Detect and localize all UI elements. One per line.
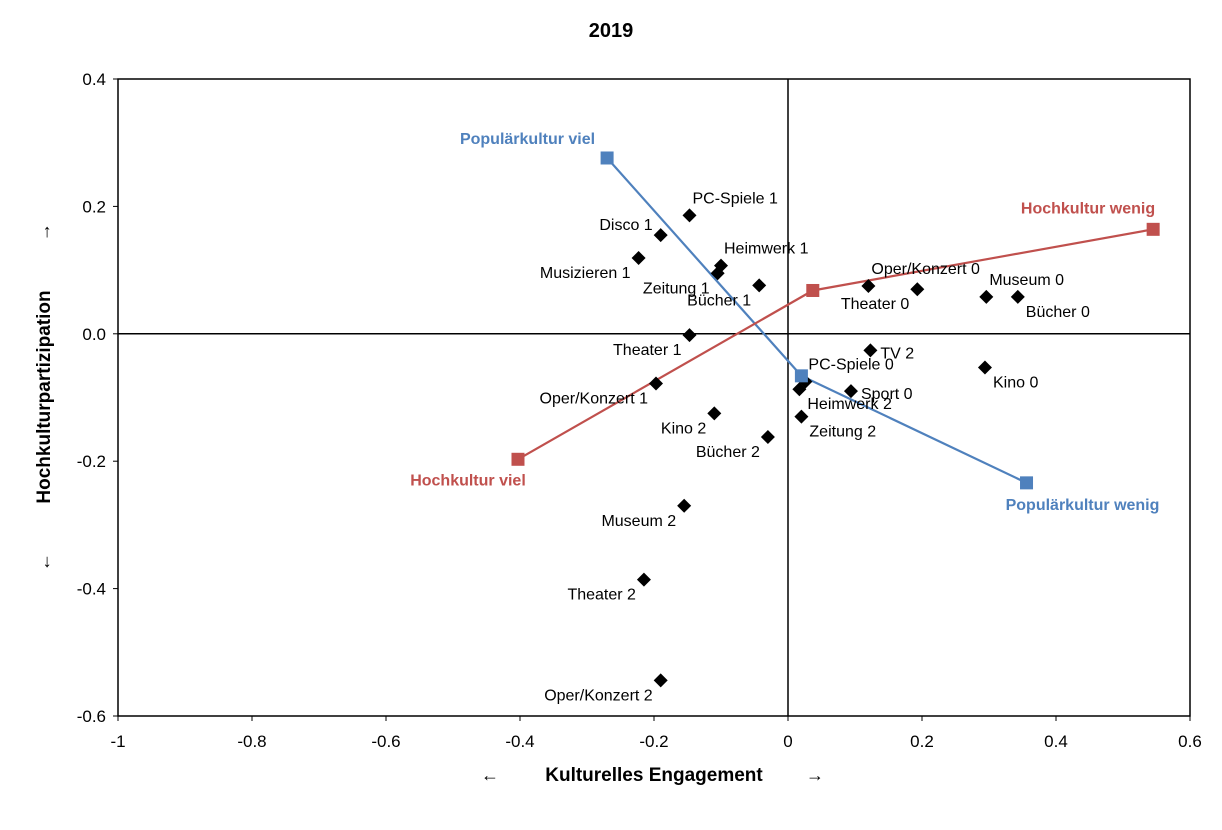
x-tick-label: -0.4: [505, 732, 534, 751]
data-point-marker: [653, 228, 668, 243]
data-point-marker: [653, 673, 668, 688]
data-point-label: Heimwerk 2: [807, 396, 892, 413]
data-point-label: Zeitung 2: [809, 424, 876, 441]
data-point-marker: [979, 289, 994, 304]
x-tick-label: -0.8: [237, 732, 266, 751]
y-tick-label: 0.2: [82, 197, 106, 216]
x-axis-arrow-left: ←: [481, 765, 499, 785]
y-tick-label: 0.0: [82, 325, 106, 344]
data-point-label: Oper/Konzert 1: [540, 390, 649, 407]
data-point-label: Disco 1: [599, 217, 652, 234]
data-point-marker: [792, 382, 807, 397]
data-point-marker: [752, 278, 767, 293]
data-point-label: Theater 0: [841, 296, 910, 313]
data-point-marker: [863, 343, 878, 358]
x-tick-label: 0: [783, 732, 792, 751]
chart-title: 2019: [589, 20, 634, 42]
x-axis-arrow-right: →: [806, 765, 824, 785]
data-point-marker: [649, 376, 664, 391]
data-point-marker: [636, 572, 651, 587]
x-axis-label: Kulturelles Engagement: [545, 765, 763, 786]
data-point-label: Kino 0: [993, 375, 1038, 392]
y-axis-label: Hochkulturpartizipation: [34, 290, 55, 503]
y-tick-label: -0.6: [77, 707, 106, 726]
x-tick-label: 0.4: [1044, 732, 1068, 751]
data-point-label: Oper/Konzert 2: [544, 687, 653, 704]
data-point-label: Musizieren 1: [540, 265, 631, 282]
series-marker: [1146, 222, 1160, 236]
data-point-marker: [682, 208, 697, 223]
x-tick-label: -1: [110, 732, 125, 751]
y-tick-label: -0.2: [77, 452, 106, 471]
series-label: Hochkultur viel: [410, 472, 526, 489]
series-marker: [1020, 476, 1034, 490]
y-axis-arrow-down: ←: [34, 553, 54, 571]
data-point-marker: [861, 279, 876, 294]
series-label: Populärkultur viel: [460, 131, 595, 148]
data-point-marker: [677, 498, 692, 513]
data-point-label: Museum 0: [989, 272, 1064, 289]
data-point-marker: [794, 409, 809, 424]
data-point-label: Zeitung 1: [643, 280, 710, 297]
data-point-label: Theater 2: [567, 587, 636, 604]
data-point-label: Bücher 0: [1026, 304, 1090, 321]
plot-area: -1 -0.8 -0.6 -0.4 -0.2 0 0.2 0.4 0.6 0.4 0.2 0.0 -0.…: [77, 70, 1202, 751]
series-marker: [806, 283, 820, 297]
series-marker: [511, 452, 525, 466]
y-axis-title: ← Hochkulturpartizipation →: [34, 223, 55, 571]
y-axis-arrow-up: →: [34, 223, 54, 241]
series-marker: [600, 151, 614, 165]
y-tick-label: 0.4: [82, 70, 106, 89]
x-tick-label: -0.6: [371, 732, 400, 751]
data-point-label: Oper/Konzert 0: [871, 261, 980, 278]
data-point-marker: [631, 250, 646, 265]
series-label: Populärkultur wenig: [1006, 497, 1160, 514]
data-point-label: Heimwerk 1: [724, 241, 809, 258]
data-point-label: Theater 1: [613, 342, 682, 359]
data-point-marker: [910, 282, 925, 297]
data-point-marker: [1010, 289, 1025, 304]
data-point-label: Museum 2: [601, 513, 676, 530]
series-label: Hochkultur wenig: [1021, 200, 1155, 217]
data-point-marker: [977, 360, 992, 375]
data-point-label: Kino 2: [661, 420, 706, 437]
data-point-marker: [843, 384, 858, 399]
data-point-marker: [710, 266, 725, 281]
data-point-label: PC-Spiele 1: [693, 190, 778, 207]
x-tick-label: 0.2: [910, 732, 934, 751]
data-point-label: TV 2: [880, 345, 914, 362]
x-tick-label: 0.6: [1178, 732, 1202, 751]
data-point-marker: [682, 328, 697, 343]
plot-frame: [117, 78, 1191, 717]
data-point-label: Sport 0: [861, 386, 913, 403]
data-point-label: PC-Spiele 0: [808, 357, 893, 374]
x-axis-title: ← Kulturelles Engagement →: [481, 765, 824, 786]
x-tick-label: -0.2: [639, 732, 668, 751]
y-tick-label: -0.4: [77, 580, 106, 599]
data-point-label: Bücher 1: [687, 292, 751, 309]
series-marker: [794, 369, 808, 383]
data-point-marker: [760, 429, 775, 444]
data-point-label: Bücher 2: [696, 444, 760, 461]
data-point-marker: [707, 406, 722, 421]
